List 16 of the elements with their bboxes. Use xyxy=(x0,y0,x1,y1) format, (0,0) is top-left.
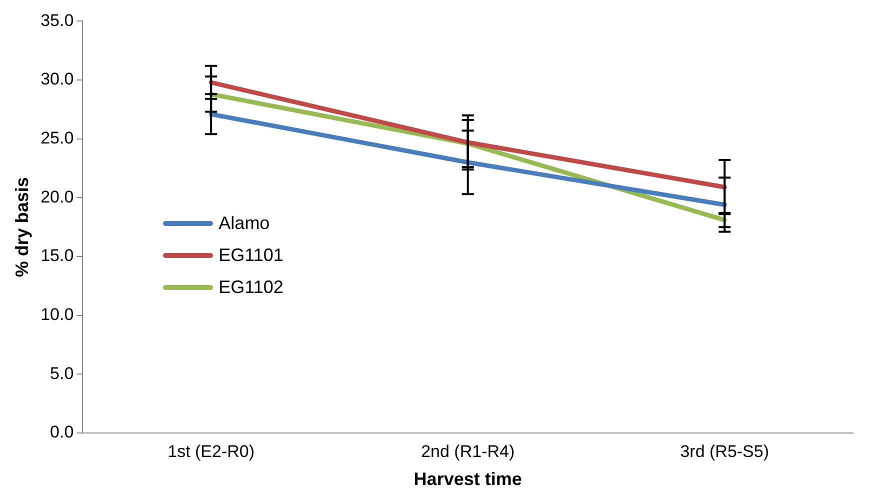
x-axis-title: Harvest time xyxy=(414,469,522,490)
y-tick-label: 25.0 xyxy=(40,128,74,148)
x-tick-label: 2nd (R1-R4) xyxy=(421,442,515,461)
y-tick-label: 20.0 xyxy=(40,187,74,206)
y-tick-label: 5.0 xyxy=(50,364,74,383)
y-tick-label: 30.0 xyxy=(40,70,74,89)
y-tick-label: 35.0 xyxy=(40,10,74,30)
y-tick-label: 15.0 xyxy=(40,246,74,266)
y-tick-label: 10.0 xyxy=(40,305,74,324)
x-tick-label: 1st (E2-R0) xyxy=(168,442,255,461)
legend-label: EG1102 xyxy=(218,276,284,298)
y-tick-label: 0.0 xyxy=(50,422,74,442)
y-axis-title: % dry basis xyxy=(12,177,32,278)
legend-label: Alamo xyxy=(218,212,270,234)
x-tick-label: 3rd (R5-S5) xyxy=(680,442,770,461)
legend-label: EG1101 xyxy=(218,244,284,266)
